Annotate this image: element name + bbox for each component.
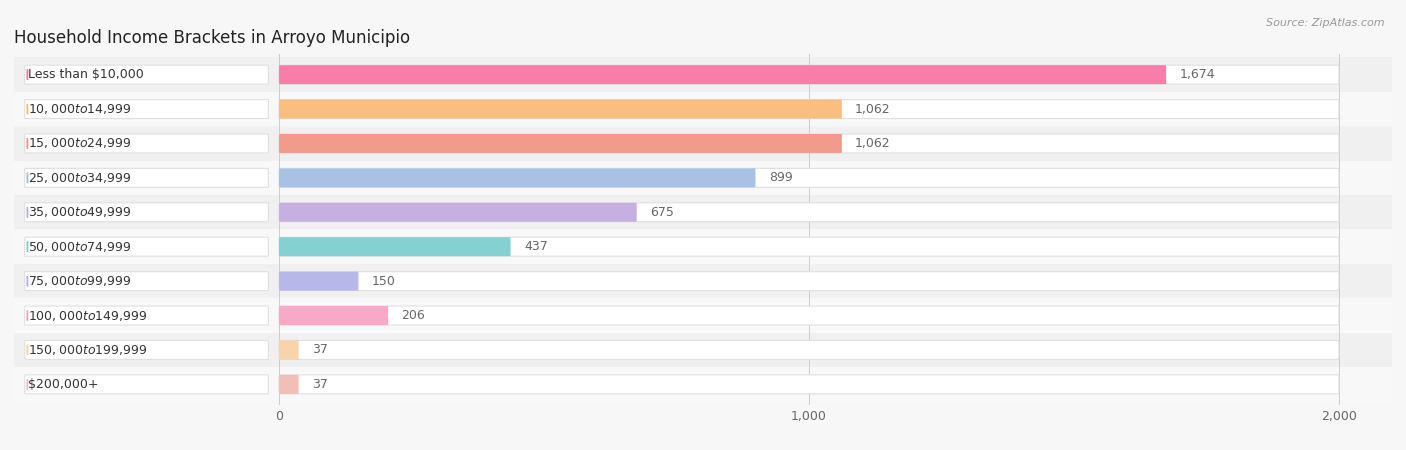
Text: 37: 37 [312, 378, 328, 391]
FancyBboxPatch shape [278, 99, 842, 118]
FancyBboxPatch shape [25, 203, 269, 222]
Text: 206: 206 [402, 309, 425, 322]
Text: $35,000 to $49,999: $35,000 to $49,999 [28, 205, 131, 219]
FancyBboxPatch shape [25, 306, 269, 325]
Text: $100,000 to $149,999: $100,000 to $149,999 [28, 309, 148, 323]
Bar [14, 333, 1392, 367]
Text: Household Income Brackets in Arroyo Municipio: Household Income Brackets in Arroyo Muni… [14, 29, 411, 47]
Text: Less than $10,000: Less than $10,000 [28, 68, 143, 81]
Bar [14, 230, 1392, 264]
Bar [14, 58, 1392, 92]
Text: 1,062: 1,062 [855, 103, 891, 116]
Text: $75,000 to $99,999: $75,000 to $99,999 [28, 274, 131, 288]
FancyBboxPatch shape [278, 99, 1339, 118]
Bar [14, 126, 1392, 161]
FancyBboxPatch shape [278, 168, 1339, 187]
FancyBboxPatch shape [278, 341, 298, 360]
Text: 675: 675 [650, 206, 673, 219]
Text: 150: 150 [371, 274, 395, 288]
FancyBboxPatch shape [278, 134, 1339, 153]
Text: $25,000 to $34,999: $25,000 to $34,999 [28, 171, 131, 185]
Bar [14, 298, 1392, 333]
Text: 899: 899 [769, 171, 793, 184]
Text: 1,062: 1,062 [855, 137, 891, 150]
Bar [14, 161, 1392, 195]
Text: $10,000 to $14,999: $10,000 to $14,999 [28, 102, 131, 116]
FancyBboxPatch shape [278, 134, 842, 153]
Text: $15,000 to $24,999: $15,000 to $24,999 [28, 136, 131, 150]
FancyBboxPatch shape [278, 237, 510, 256]
Text: $50,000 to $74,999: $50,000 to $74,999 [28, 240, 131, 254]
Bar [14, 195, 1392, 230]
FancyBboxPatch shape [278, 272, 1339, 291]
FancyBboxPatch shape [278, 272, 359, 291]
FancyBboxPatch shape [25, 168, 269, 187]
Text: 37: 37 [312, 343, 328, 356]
Text: Source: ZipAtlas.com: Source: ZipAtlas.com [1267, 18, 1385, 28]
Bar [14, 92, 1392, 126]
FancyBboxPatch shape [278, 341, 1339, 360]
FancyBboxPatch shape [278, 237, 1339, 256]
Text: $200,000+: $200,000+ [28, 378, 98, 391]
FancyBboxPatch shape [25, 99, 269, 118]
FancyBboxPatch shape [25, 134, 269, 153]
FancyBboxPatch shape [25, 341, 269, 360]
FancyBboxPatch shape [278, 65, 1339, 84]
FancyBboxPatch shape [25, 272, 269, 291]
Text: $150,000 to $199,999: $150,000 to $199,999 [28, 343, 148, 357]
FancyBboxPatch shape [278, 375, 298, 394]
FancyBboxPatch shape [278, 65, 1166, 84]
FancyBboxPatch shape [278, 168, 755, 187]
FancyBboxPatch shape [278, 306, 1339, 325]
FancyBboxPatch shape [25, 375, 269, 394]
FancyBboxPatch shape [278, 203, 637, 222]
Text: 437: 437 [524, 240, 547, 253]
FancyBboxPatch shape [25, 65, 269, 84]
Bar [14, 264, 1392, 298]
FancyBboxPatch shape [278, 306, 388, 325]
Text: 1,674: 1,674 [1180, 68, 1215, 81]
FancyBboxPatch shape [278, 203, 1339, 222]
Bar [14, 367, 1392, 401]
FancyBboxPatch shape [25, 237, 269, 256]
FancyBboxPatch shape [278, 375, 1339, 394]
